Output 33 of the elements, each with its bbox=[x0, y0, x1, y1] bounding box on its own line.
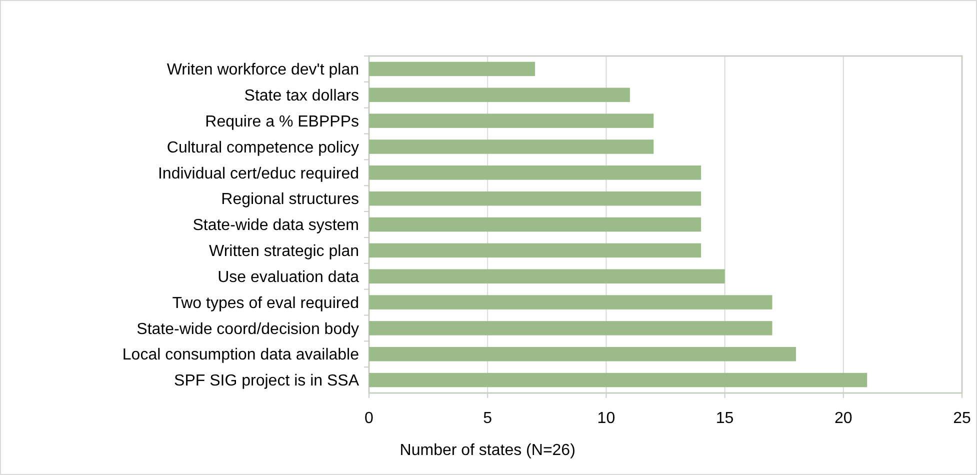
y-tick-label: State tax dollars bbox=[244, 87, 359, 104]
x-tick-label: 10 bbox=[597, 410, 616, 427]
y-tick-label: State-wide data system bbox=[192, 217, 359, 234]
bar bbox=[369, 321, 772, 336]
x-tick-label: 25 bbox=[953, 410, 971, 427]
bar bbox=[369, 166, 702, 180]
y-tick-label: Written strategic plan bbox=[209, 243, 359, 260]
bar bbox=[369, 191, 702, 206]
y-tick-label: State-wide coord/decision body bbox=[136, 320, 359, 338]
y-tick-label: SPF SIG project is in SSA bbox=[174, 372, 360, 390]
bar bbox=[369, 217, 702, 232]
y-tick-label: Individual cert/educ required bbox=[158, 165, 359, 182]
bar bbox=[369, 140, 654, 154]
x-tick-label: 5 bbox=[483, 410, 492, 427]
y-tick-label: Local consumption data available bbox=[122, 346, 360, 364]
y-tick-label: Use evaluation data bbox=[218, 268, 360, 286]
y-tick-label: Require a % EBPPPs bbox=[205, 113, 359, 130]
bar bbox=[369, 295, 772, 310]
x-tick-label: 20 bbox=[834, 410, 852, 427]
x-tick-label: 0 bbox=[364, 410, 374, 427]
x-axis-title: Number of states (N=26) bbox=[400, 442, 576, 459]
y-tick-label: Two types of eval required bbox=[172, 294, 359, 312]
bar bbox=[369, 372, 868, 388]
bar bbox=[369, 346, 796, 362]
bar bbox=[369, 62, 536, 76]
bar bbox=[369, 88, 630, 102]
y-tick-label: Regional structures bbox=[221, 191, 359, 208]
bar bbox=[369, 269, 725, 284]
bar bbox=[369, 243, 702, 258]
y-tick-label: Writen workforce dev't plan bbox=[166, 62, 359, 79]
bar bbox=[369, 114, 654, 128]
x-tick-label: 15 bbox=[716, 410, 734, 427]
y-tick-label: Cultural competence policy bbox=[166, 139, 359, 156]
